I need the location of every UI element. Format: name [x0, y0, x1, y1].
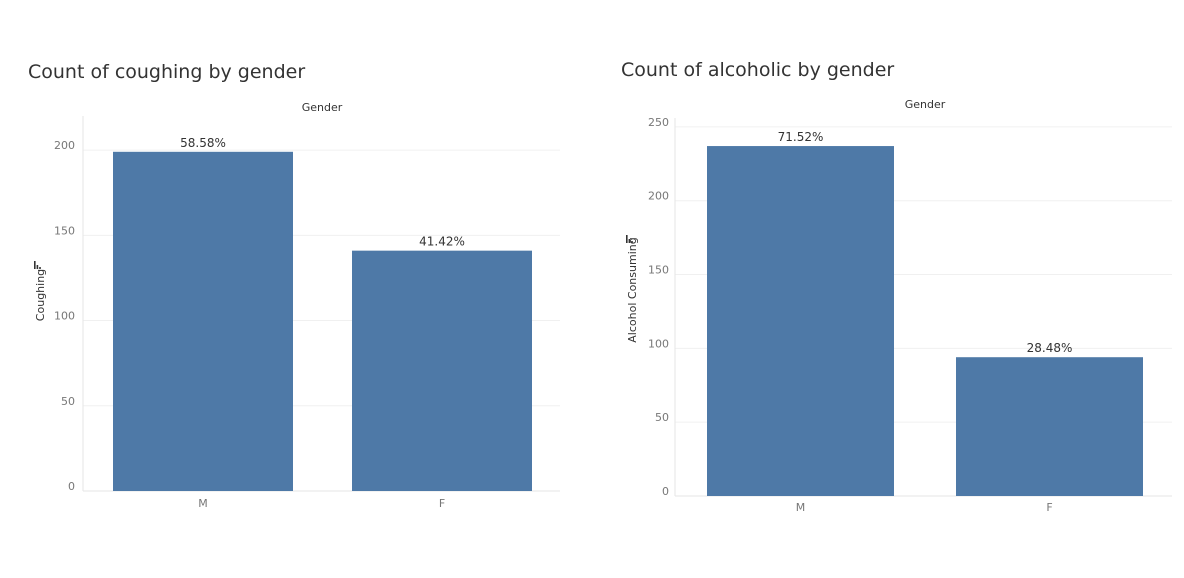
coughing-column-header: Gender [302, 101, 343, 114]
alcoholic-y-tick-label: 250 [648, 116, 669, 129]
alcoholic-y-tick-label: 150 [648, 264, 669, 277]
coughing-x-tick-label-f: F [439, 497, 445, 510]
coughing-y-tick-label: 0 [68, 480, 75, 493]
sort-icon-bar [39, 267, 41, 269]
sort-icon-bar [631, 241, 633, 243]
chart-title-alcoholic: Count of alcoholic by gender [621, 59, 895, 81]
alcoholic-y-tick-label: 200 [648, 190, 669, 203]
alcoholic-bar-f [956, 357, 1143, 496]
sort-icon-bar [34, 261, 36, 269]
coughing-y-tick-label: 150 [54, 224, 75, 237]
alcoholic-bar-m [707, 146, 894, 496]
sort-icon-bar [626, 235, 628, 243]
coughing-bar-m [113, 151, 293, 491]
alcoholic-x-tick-label-f: F [1046, 501, 1052, 514]
coughing-y-tick-label: 100 [54, 310, 75, 323]
sort-descending-icon [34, 261, 41, 269]
coughing-y-axis-title: Coughing [34, 269, 47, 321]
sort-descending-icon [626, 235, 633, 243]
alcoholic-data-label-f: 28.48% [1027, 341, 1073, 355]
alcoholic-y-tick-label: 100 [648, 337, 669, 350]
alcoholic-data-label-m: 71.52% [778, 130, 824, 144]
coughing-y-tick-label: 50 [61, 395, 75, 408]
chart-title-coughing: Count of coughing by gender [28, 61, 306, 83]
sort-icon-bar [628, 239, 631, 243]
coughing-y-tick-label: 200 [54, 139, 75, 152]
sort-icon-bar [36, 265, 39, 269]
coughing-bar-f [352, 250, 532, 491]
alcoholic-column-header: Gender [905, 98, 946, 111]
alcoholic-y-axis-title: Alcohol Consuming [626, 237, 639, 342]
alcoholic-x-tick-label-m: M [796, 501, 806, 514]
alcoholic-y-tick-label: 50 [655, 411, 669, 424]
coughing-x-tick-label-m: M [198, 497, 208, 510]
alcoholic-y-tick-label: 0 [662, 485, 669, 498]
coughing-data-label-m: 58.58% [180, 136, 226, 150]
coughing-data-label-f: 41.42% [419, 235, 465, 249]
